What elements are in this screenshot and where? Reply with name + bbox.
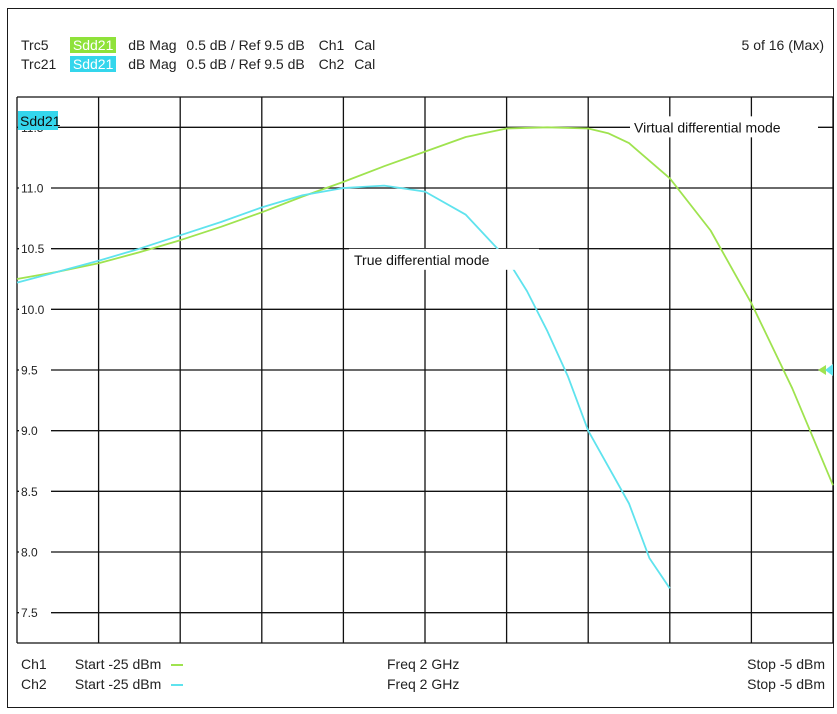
reference-marker-trace1 (818, 365, 826, 375)
footer-freq-2: Freq 2 GHz (387, 676, 460, 692)
series-line (16, 184, 671, 589)
trace-header-2: Trc21 Sdd21 dB Mag 0.5 dB / Ref 9.5 dB C… (21, 55, 375, 73)
series-line (16, 126, 834, 486)
footer-channel: Ch1 (21, 656, 47, 672)
trace-ref: Ref 9.5 dB (238, 37, 305, 53)
trace-name: Trc5 (21, 37, 49, 53)
tick-label-bg (19, 362, 51, 377)
annotation-bg (630, 116, 818, 138)
footer-stop-1: Stop -5 dBm (747, 656, 825, 672)
trace-ref: Ref 9.5 dB (238, 56, 305, 72)
footer-start: Start -25 dBm (74, 656, 162, 672)
y-tick-label: 8.0 (21, 546, 38, 560)
tick-label-bg (19, 483, 51, 499)
footer-freq-1: Freq 2 GHz (387, 656, 460, 672)
y-tick-label: 10.5 (21, 242, 45, 256)
trace-param-badge[interactable]: Sdd21 (69, 37, 117, 53)
annotation-virtual-mode: Virtual differential mode (634, 119, 781, 135)
tick-label-bg (19, 180, 51, 195)
legend-box-label: Sdd21 (20, 113, 61, 129)
trace-color-swatch (171, 684, 184, 687)
trace-cal: Cal (354, 37, 376, 53)
annotation-true-mode: True differential mode (354, 252, 490, 268)
trace-color-swatch (171, 664, 184, 667)
trace-channel: Ch1 (318, 37, 345, 53)
y-tick-label: 8.5 (21, 485, 38, 499)
trace-format: dB Mag (128, 37, 177, 53)
page-indicator: 5 of 16 (Max) (741, 37, 824, 53)
y-tick-label: 11.0 (21, 182, 44, 196)
y-tick-label: 9.0 (21, 424, 38, 438)
channel-footer-1: Ch1 Start -25 dBm (21, 655, 184, 673)
footer-stop-2: Stop -5 dBm (747, 676, 825, 692)
trace-format: dB Mag (128, 56, 177, 72)
annotation-bg (349, 248, 539, 270)
trace-name: Trc21 (21, 56, 57, 72)
trace-scale: 0.5 dB / (186, 37, 235, 53)
trace-channel: Ch2 (318, 56, 345, 72)
trace-scale: 0.5 dB / (186, 56, 235, 72)
legend-box (18, 111, 58, 130)
tick-label-bg (19, 422, 51, 438)
reference-marker-trace2 (825, 364, 833, 376)
y-tick-label: 9.5 (21, 364, 38, 378)
tick-label-bg (19, 301, 51, 317)
footer-channel: Ch2 (21, 676, 47, 692)
tick-label-bg (19, 604, 51, 620)
channel-footer-2: Ch2 Start -25 dBm (21, 675, 184, 693)
tick-label-bg (19, 240, 51, 256)
footer-start: Start -25 dBm (74, 676, 162, 692)
trace-cal: Cal (354, 56, 376, 72)
y-tick-label: 10.0 (21, 303, 45, 317)
tick-label-bg (19, 544, 51, 559)
trace-param-badge[interactable]: Sdd21 (69, 56, 117, 72)
trace-header-1: Trc5 Sdd21 dB Mag 0.5 dB / Ref 9.5 dB Ch… (21, 36, 375, 54)
y-tick-label: 7.5 (21, 606, 38, 620)
